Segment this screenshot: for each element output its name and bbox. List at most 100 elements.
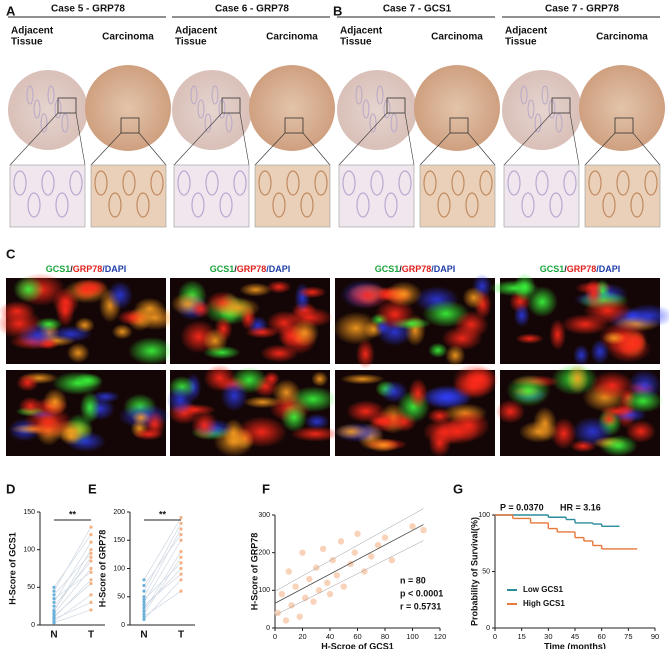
x-tick-label: 30	[544, 632, 552, 641]
point	[333, 572, 341, 579]
point	[52, 604, 56, 608]
gland	[33, 99, 41, 119]
signal	[215, 297, 261, 319]
x-tick-label: 120	[434, 632, 447, 641]
stat-label: HR = 3.16	[560, 502, 601, 512]
cell-cluster	[616, 170, 630, 196]
pair-line	[53, 560, 92, 607]
cell-cluster	[300, 192, 314, 218]
if-label-part: GRP78	[567, 264, 597, 274]
point	[89, 548, 93, 552]
signal	[290, 319, 320, 347]
signal	[385, 281, 423, 307]
y-tick-label: 0	[121, 622, 125, 629]
y-axis-label: H-Score of GRP78	[249, 533, 259, 611]
zoom-image	[584, 164, 661, 228]
signal	[272, 379, 301, 407]
signal	[311, 371, 329, 387]
signal	[290, 426, 340, 442]
point	[292, 583, 299, 590]
point	[89, 600, 93, 605]
cell-cluster	[549, 192, 563, 218]
cell-cluster	[521, 192, 535, 218]
signal	[239, 282, 272, 297]
point	[351, 549, 358, 556]
zoom-line	[173, 112, 223, 166]
x-tick-label: N	[140, 630, 147, 641]
x-tick-label: 20	[298, 632, 306, 641]
x-tick-label: 15	[517, 632, 525, 641]
point	[142, 614, 146, 619]
point	[52, 617, 56, 621]
gland	[541, 85, 549, 105]
gland	[527, 99, 535, 119]
signal	[573, 344, 590, 366]
cell-cluster	[630, 192, 644, 218]
point	[142, 583, 146, 588]
signal	[550, 417, 577, 450]
gland	[555, 113, 563, 133]
gland	[520, 85, 528, 105]
x-axis-label: H-Scroe of GCS1	[321, 641, 394, 649]
signal	[73, 373, 104, 388]
signal	[297, 286, 327, 299]
point	[142, 603, 146, 607]
panel-label: D	[6, 481, 15, 496]
point	[313, 564, 320, 571]
zoom-line	[419, 132, 451, 166]
zoom-line	[584, 132, 616, 166]
point	[89, 581, 93, 586]
gland	[369, 113, 377, 133]
tissue-label: Adjacent	[175, 26, 218, 37]
point	[89, 570, 93, 574]
zoom-image	[90, 164, 167, 228]
cell-cluster	[122, 170, 136, 196]
signal	[506, 374, 551, 407]
point	[179, 589, 183, 593]
significance: **	[69, 509, 77, 519]
gland	[204, 113, 212, 133]
cell-cluster	[219, 192, 233, 218]
tissue-label: Adjacent	[505, 26, 548, 37]
gland	[376, 85, 384, 105]
signal	[566, 363, 589, 394]
x-axis-label: Time (months)	[544, 641, 606, 649]
x-tick-label: 80	[381, 632, 389, 641]
cell-cluster	[94, 170, 108, 196]
cell-cluster	[451, 170, 465, 196]
gland	[26, 85, 34, 105]
gland	[197, 99, 205, 119]
cell-cluster	[286, 170, 300, 196]
point	[337, 538, 345, 545]
gland	[61, 113, 69, 133]
signal	[72, 278, 99, 301]
cell-cluster	[69, 170, 83, 196]
signal	[346, 400, 386, 423]
signal	[236, 416, 288, 448]
gland	[40, 113, 48, 133]
gland	[534, 113, 542, 133]
if-label-part: /DAPI	[102, 264, 126, 274]
y-tick-label: 100	[23, 547, 35, 554]
cell-cluster	[177, 170, 191, 196]
pair-line	[143, 528, 182, 597]
point	[381, 534, 389, 541]
signal	[16, 374, 39, 392]
point	[179, 561, 183, 565]
y-axis-label: Probability of Survival(%)	[469, 517, 479, 626]
point	[278, 590, 286, 598]
signal	[526, 286, 558, 318]
point	[52, 600, 56, 605]
if-label-part: GRP78	[402, 264, 432, 274]
signal	[202, 328, 228, 354]
point	[296, 613, 303, 620]
signal	[427, 408, 452, 425]
cell-cluster	[602, 192, 616, 218]
y-tick-label: 50	[117, 594, 125, 601]
cell-cluster	[356, 192, 370, 218]
signal	[52, 287, 80, 317]
stat-label: n = 80	[400, 575, 426, 585]
signal	[13, 276, 45, 303]
stat-label: p < 0.0001	[400, 588, 443, 598]
signal	[599, 435, 638, 457]
